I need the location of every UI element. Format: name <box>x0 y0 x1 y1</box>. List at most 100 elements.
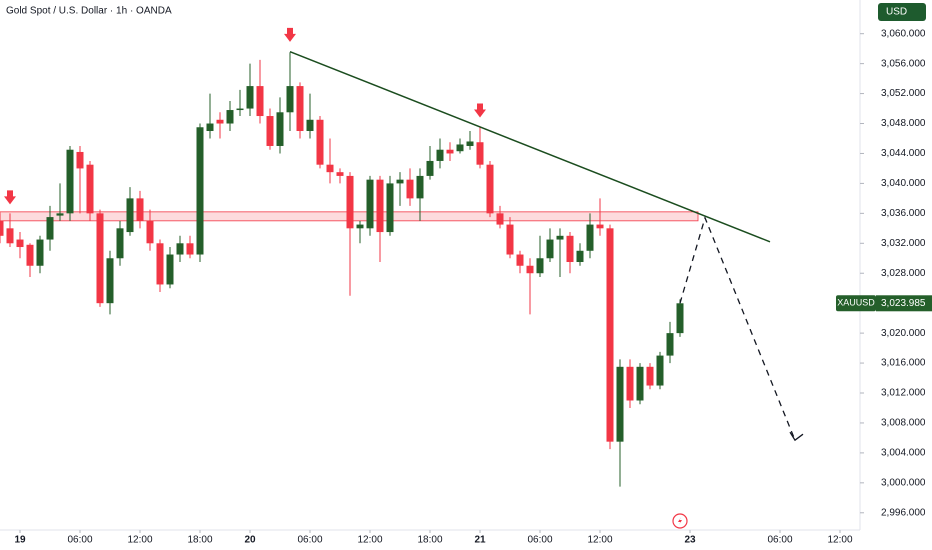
x-tick-label: 12:00 <box>827 535 852 546</box>
x-tick-label: 23 <box>684 535 696 546</box>
down-arrow-marker <box>474 103 486 118</box>
candle-body <box>446 149 454 154</box>
x-tick-label: 20 <box>244 535 256 546</box>
candle-body <box>666 333 674 356</box>
candle-body <box>556 235 564 240</box>
y-tick-label: 3,032.000 <box>881 238 926 249</box>
candle-body <box>346 175 354 229</box>
candle-body <box>406 179 414 199</box>
candle-body <box>326 164 334 173</box>
candle-body <box>56 213 64 216</box>
candle-body <box>36 239 44 266</box>
candle-body <box>566 235 574 263</box>
candle-body <box>286 86 294 113</box>
candle-body <box>266 116 274 146</box>
projection-path <box>679 215 796 441</box>
candle-body <box>0 220 4 236</box>
x-tick-label: 06:00 <box>527 535 552 546</box>
candle-body <box>6 228 14 244</box>
x-tick-label: 19 <box>14 535 26 546</box>
candle-body <box>536 258 544 274</box>
candle-body <box>486 164 494 214</box>
y-tick-label: 3,028.000 <box>881 268 926 279</box>
candle-body <box>426 160 434 176</box>
y-tick-label: 3,016.000 <box>881 358 926 369</box>
candle-body <box>46 217 54 240</box>
x-tick-label: 12:00 <box>127 535 152 546</box>
candle-body <box>586 224 594 251</box>
candle-body <box>196 127 204 255</box>
candle-body <box>436 149 444 161</box>
candle-body <box>206 123 214 132</box>
symbol-box <box>836 295 876 312</box>
candle-body <box>106 258 114 304</box>
x-tick-label: 18:00 <box>417 535 442 546</box>
down-arrow-marker <box>4 190 16 205</box>
last-price-label: 3,023.985 <box>881 298 926 309</box>
y-tick-label: 3,012.000 <box>881 388 926 399</box>
projection-arrowhead <box>789 431 804 442</box>
last-price-box <box>876 295 932 312</box>
candle-body <box>256 86 264 117</box>
candle-body <box>86 164 94 214</box>
candle-body <box>16 239 24 248</box>
event-icon[interactable] <box>672 513 688 529</box>
x-tick-label: 21 <box>474 535 486 546</box>
candle-body <box>356 224 364 229</box>
candle-body <box>376 179 384 233</box>
y-tick-label: 3,008.000 <box>881 418 926 429</box>
candle-body <box>96 213 104 304</box>
candle-body <box>506 224 514 255</box>
currency-label[interactable]: USD <box>886 7 907 18</box>
candle-body <box>216 119 224 124</box>
x-tick-label: 06:00 <box>67 535 92 546</box>
candle-body <box>116 228 124 259</box>
candle-body <box>316 119 324 165</box>
candle-body <box>366 179 374 229</box>
x-tick-label: 06:00 <box>297 535 322 546</box>
candle-body <box>676 303 684 334</box>
candle-body <box>76 151 84 169</box>
candle-body <box>306 119 314 132</box>
candle-body <box>66 149 74 214</box>
symbol-label: XAUUSD <box>837 298 875 308</box>
candle-body <box>146 220 154 244</box>
y-tick-label: 3,060.000 <box>881 28 926 39</box>
candle-body <box>336 172 344 176</box>
plot <box>0 27 804 487</box>
candle-body <box>226 110 234 124</box>
y-tick-label: 3,000.000 <box>881 477 926 488</box>
candle-body <box>656 355 664 386</box>
candle-body <box>396 179 404 184</box>
currency-box[interactable] <box>878 3 926 21</box>
x-tick-label: 18:00 <box>187 535 212 546</box>
candle-body <box>156 243 164 285</box>
y-tick-label: 2,996.000 <box>881 507 926 518</box>
y-tick-label: 3,020.000 <box>881 328 926 339</box>
y-tick-label: 3,040.000 <box>881 178 926 189</box>
candle-body <box>26 244 34 266</box>
candle-body <box>276 112 284 146</box>
event-bolt[interactable] <box>678 517 682 525</box>
candle-body <box>296 86 304 132</box>
x-tick-label: 12:00 <box>587 535 612 546</box>
candle-body <box>466 141 474 146</box>
y-tick-label: 3,044.000 <box>881 148 926 159</box>
candle-body <box>636 366 644 401</box>
candle-body <box>136 198 144 221</box>
y-tick-label: 3,056.000 <box>881 58 926 69</box>
candle-body <box>416 175 424 199</box>
candle-body <box>126 198 134 233</box>
candle-body <box>606 228 614 442</box>
candle-body <box>626 366 634 401</box>
candle-body <box>456 144 464 152</box>
candle-body <box>526 265 534 274</box>
candle-body <box>246 86 254 109</box>
candle-body <box>176 243 184 255</box>
x-tick-label: 06:00 <box>767 535 792 546</box>
candle-body <box>576 250 584 263</box>
y-tick-label: 3,052.000 <box>881 88 926 99</box>
candle-body <box>496 213 504 225</box>
